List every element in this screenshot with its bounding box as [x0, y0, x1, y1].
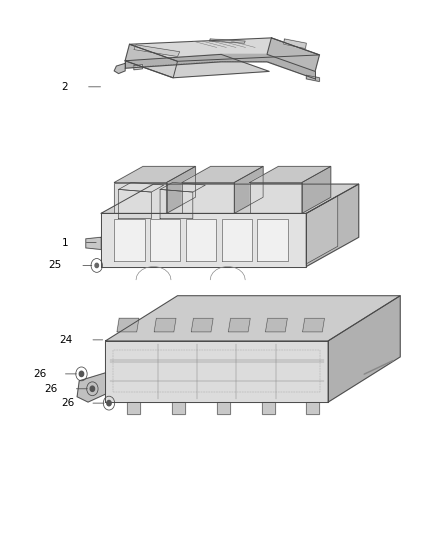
Circle shape — [79, 371, 84, 376]
Polygon shape — [191, 318, 213, 332]
Circle shape — [95, 263, 99, 268]
Polygon shape — [258, 219, 288, 261]
Polygon shape — [228, 318, 250, 332]
Polygon shape — [306, 184, 359, 266]
Polygon shape — [125, 44, 177, 78]
Polygon shape — [182, 166, 263, 182]
Polygon shape — [217, 402, 230, 414]
Text: 26: 26 — [44, 384, 57, 394]
Polygon shape — [306, 75, 319, 82]
Polygon shape — [234, 166, 263, 213]
Polygon shape — [182, 182, 234, 213]
Circle shape — [107, 400, 111, 406]
Polygon shape — [150, 219, 180, 261]
Polygon shape — [302, 166, 331, 213]
Polygon shape — [134, 64, 143, 70]
Polygon shape — [127, 402, 141, 414]
Polygon shape — [130, 38, 319, 61]
Polygon shape — [154, 318, 176, 332]
Polygon shape — [114, 166, 195, 182]
Text: 26: 26 — [33, 369, 46, 379]
Polygon shape — [186, 219, 216, 261]
Polygon shape — [114, 182, 166, 213]
Polygon shape — [222, 219, 252, 261]
Polygon shape — [166, 166, 195, 213]
Text: 2: 2 — [62, 82, 68, 92]
Polygon shape — [101, 213, 306, 266]
Polygon shape — [114, 63, 125, 74]
Polygon shape — [250, 182, 302, 213]
Text: 26: 26 — [61, 398, 74, 408]
Polygon shape — [117, 318, 139, 332]
Polygon shape — [160, 189, 193, 219]
Polygon shape — [209, 39, 245, 43]
Text: 24: 24 — [60, 335, 73, 345]
Polygon shape — [106, 296, 400, 341]
Polygon shape — [261, 402, 275, 414]
Polygon shape — [125, 54, 269, 78]
Polygon shape — [172, 402, 185, 414]
Text: 1: 1 — [62, 238, 68, 247]
Polygon shape — [119, 189, 151, 219]
Polygon shape — [77, 373, 106, 402]
Polygon shape — [134, 45, 180, 56]
Polygon shape — [125, 54, 315, 79]
Polygon shape — [306, 196, 338, 264]
Polygon shape — [101, 184, 359, 213]
Polygon shape — [265, 318, 287, 332]
Polygon shape — [306, 402, 319, 414]
Polygon shape — [303, 318, 325, 332]
Polygon shape — [114, 219, 145, 261]
Polygon shape — [86, 237, 101, 249]
Polygon shape — [160, 182, 205, 192]
Polygon shape — [119, 182, 164, 192]
Polygon shape — [250, 166, 331, 182]
Polygon shape — [284, 39, 306, 49]
Polygon shape — [267, 38, 319, 71]
Text: 25: 25 — [49, 261, 62, 270]
Circle shape — [90, 386, 95, 391]
Polygon shape — [328, 296, 400, 402]
Polygon shape — [106, 341, 328, 402]
